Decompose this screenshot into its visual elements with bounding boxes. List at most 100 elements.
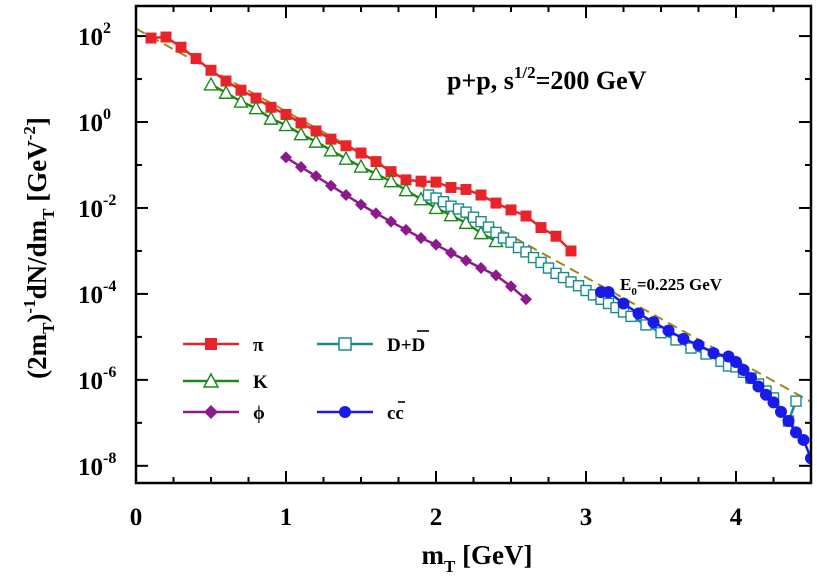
y-tick-label-base: 10: [78, 110, 103, 137]
data-point-phi: [475, 262, 487, 275]
data-point-k: [308, 133, 324, 148]
data-point-phi: [370, 207, 382, 220]
data-point-d-dbar: [790, 395, 802, 407]
data-point-k: [398, 182, 414, 197]
y-tick-label-exponent: -6: [103, 364, 116, 381]
data-point-k: [293, 126, 309, 141]
series-k: [203, 76, 504, 248]
x-tick-label: 4: [730, 504, 743, 531]
data-point-ccbar: [775, 405, 787, 418]
data-point-ccbar: [805, 452, 811, 465]
y-tick-label-base: 10: [78, 282, 103, 309]
x-tick-label: 0: [130, 504, 143, 531]
x-tick-label: 2: [430, 504, 443, 531]
y-tick-label: 100: [78, 106, 111, 137]
legend-entry-phi: ϕ: [183, 403, 265, 424]
data-point-pi: [490, 197, 502, 209]
fit-label-pre: E: [620, 275, 631, 294]
data-point-pi: [565, 245, 577, 257]
series-group: [145, 31, 811, 465]
data-point-pi: [355, 147, 367, 159]
y-title-p4: [GeV: [22, 140, 52, 209]
fit-label-sub: 0: [631, 286, 637, 298]
data-point-k: [233, 93, 249, 108]
legend-entry-d: D+D D: [317, 330, 429, 356]
data-point-pi: [445, 181, 457, 193]
data-point-ccbar: [737, 363, 750, 376]
data-point-pi: [235, 84, 247, 96]
data-point-phi: [445, 246, 457, 259]
data-point-pi: [265, 101, 277, 113]
data-point-k: [218, 84, 234, 99]
data-point-k: [443, 207, 459, 222]
legend-marker-d: [338, 337, 352, 351]
data-point-ccbar: [602, 286, 615, 299]
legend-label-d: D+D: [387, 335, 425, 356]
y-title-s2: T: [39, 208, 58, 220]
legend-label-pi: π: [253, 335, 264, 356]
x-axis-title-tail: [GeV]: [455, 540, 532, 570]
data-point-phi: [340, 189, 352, 202]
x-tick-labels: 0 1 2 3 4: [130, 504, 743, 531]
legend-marker-k: [202, 372, 220, 388]
y-title-p2: ): [22, 314, 52, 323]
data-point-pi: [460, 183, 472, 195]
x-axis-title-sub: T: [444, 557, 456, 576]
fit-label: E0=0.225 GeV: [620, 275, 723, 298]
plot-frame: [134, 4, 813, 485]
legend-marker-phi: [204, 405, 218, 419]
fit-label-post: =0.225 GeV: [637, 275, 723, 294]
energy-annotation: p+p, s1/2=200 GeV: [447, 63, 647, 95]
data-point-k: [368, 165, 384, 181]
data-point-pi: [220, 75, 232, 87]
data-point-phi: [460, 254, 472, 267]
data-point-k: [263, 110, 279, 125]
data-point-ccbar: [760, 388, 772, 401]
data-point-pi: [505, 204, 517, 216]
legend-label-phi: ϕ: [253, 403, 265, 424]
legend-label-k: K: [253, 372, 268, 393]
data-point-pi: [205, 64, 217, 76]
x-axis-title: mT [GeV]: [421, 540, 532, 576]
data-point-k: [323, 142, 339, 157]
data-point-pi: [400, 174, 412, 186]
data-point-k: [353, 158, 369, 173]
data-point-k: [278, 117, 294, 132]
data-point-pi: [280, 108, 292, 120]
data-point-pi: [175, 41, 187, 53]
legend-label-cc: cc: [387, 403, 404, 424]
y-tick-label: 10-2: [78, 192, 116, 223]
y-tick-label-base: 10: [78, 196, 103, 223]
data-point-pi: [250, 92, 262, 104]
y-title-p3: dN/dm: [22, 219, 52, 299]
data-point-k: [203, 76, 219, 91]
x-axis-title-main: m: [421, 540, 444, 570]
y-tick-label-exponent: -2: [103, 192, 116, 209]
data-point-pi: [145, 32, 157, 44]
legend-entry-k: K: [183, 372, 268, 393]
data-point-ccbar: [692, 338, 705, 351]
data-point-pi: [160, 31, 172, 43]
data-point-phi: [355, 198, 367, 211]
y-title-p1: (2m: [22, 333, 52, 378]
data-point-pi: [535, 222, 547, 234]
data-point-phi: [325, 179, 337, 192]
data-point-ccbar: [707, 347, 720, 360]
legend: π K ϕ D+D D cc c: [183, 330, 429, 424]
data-point-k: [383, 173, 399, 188]
data-point-k: [338, 150, 354, 165]
data-point-phi: [385, 215, 397, 228]
y-tick-label: 10-4: [78, 278, 116, 309]
data-point-pi: [295, 117, 307, 129]
data-point-ccbar: [617, 297, 630, 310]
y-title-s1: T: [39, 322, 58, 334]
series-pi: [145, 31, 577, 257]
series-ccbar: [595, 286, 811, 465]
data-point-ccbar: [647, 316, 660, 329]
data-point-pi: [475, 189, 487, 201]
data-point-pi: [430, 176, 442, 188]
x-tick-label: 1: [280, 504, 293, 531]
y-axis-title: (2mT)-1dN/dmT [GeV-2]: [20, 117, 58, 379]
